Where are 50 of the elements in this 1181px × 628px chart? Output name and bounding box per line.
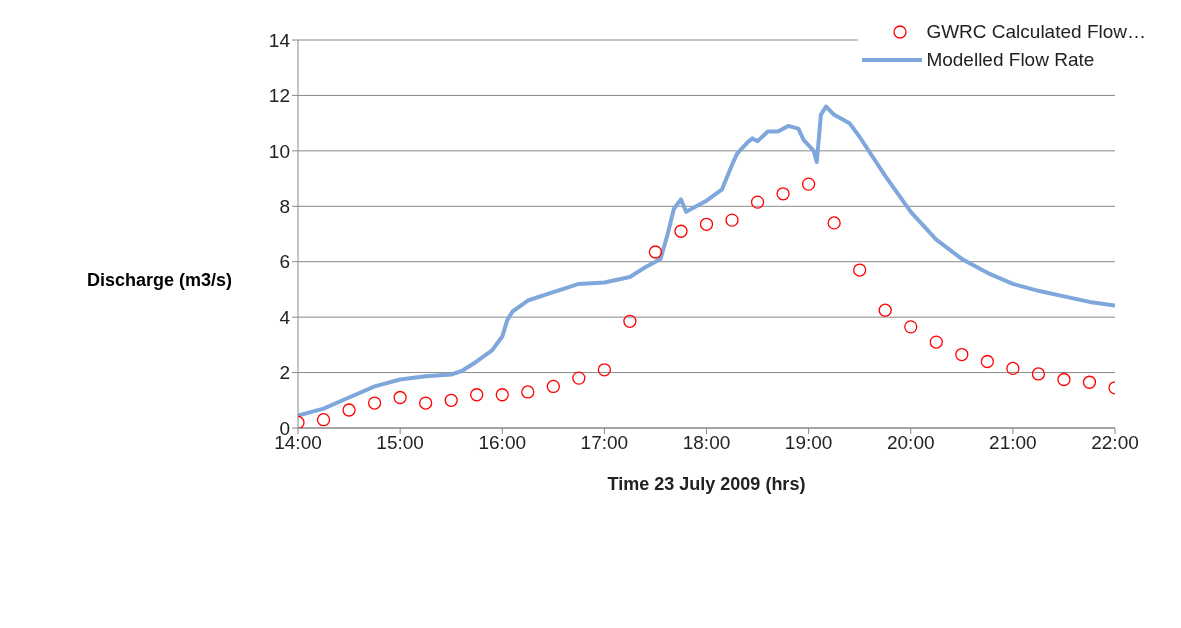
point bbox=[1031, 367, 1046, 381]
point bbox=[904, 320, 918, 334]
y-tick-label: 14 bbox=[268, 29, 291, 51]
point bbox=[674, 224, 688, 238]
point bbox=[393, 390, 407, 405]
x-tick-label: 16:00 bbox=[478, 432, 527, 454]
point bbox=[955, 347, 969, 362]
point bbox=[827, 216, 841, 230]
x-tick-label: 21:00 bbox=[989, 432, 1037, 454]
point bbox=[750, 195, 765, 209]
point bbox=[929, 335, 943, 349]
y-tick-label: 10 bbox=[268, 140, 290, 162]
point bbox=[470, 388, 484, 402]
point bbox=[1006, 361, 1020, 376]
point bbox=[980, 354, 994, 369]
y-tick-label: 12 bbox=[268, 85, 290, 107]
point bbox=[725, 213, 739, 227]
point bbox=[546, 379, 560, 394]
point bbox=[648, 245, 663, 259]
point bbox=[495, 388, 509, 402]
y-tick-label: 2 bbox=[279, 362, 290, 384]
point bbox=[342, 403, 356, 417]
point bbox=[444, 393, 458, 407]
point bbox=[801, 177, 816, 191]
y-tick-label: 8 bbox=[279, 196, 290, 218]
point bbox=[572, 371, 586, 385]
x-tick-label: 18:00 bbox=[682, 432, 731, 454]
point bbox=[316, 413, 331, 427]
point bbox=[597, 363, 612, 377]
point bbox=[419, 396, 433, 410]
legend-label: GWRC Calculated Flow… bbox=[926, 21, 1146, 43]
point bbox=[853, 263, 867, 277]
point bbox=[367, 396, 382, 410]
point bbox=[623, 314, 637, 328]
x-tick-label: 17:00 bbox=[580, 432, 629, 454]
point bbox=[521, 385, 535, 399]
y-tick-label: 4 bbox=[279, 306, 291, 328]
y-tick-label: 6 bbox=[279, 251, 290, 273]
x-tick-label: 20:00 bbox=[886, 432, 935, 454]
point bbox=[1057, 372, 1071, 387]
point bbox=[1082, 375, 1097, 389]
x-tick-label: 15:00 bbox=[376, 432, 424, 454]
point bbox=[699, 217, 714, 231]
point bbox=[776, 187, 790, 201]
y-axis-title: Discharge (m3/s) bbox=[85, 270, 233, 291]
legend-label: Modelled Flow Rate bbox=[926, 49, 1095, 71]
x-tick-label: 22:00 bbox=[1091, 432, 1139, 454]
x-axis-title: Time 23 July 2009 (hrs) bbox=[607, 474, 806, 494]
x-tick-label: 19:00 bbox=[784, 432, 833, 454]
point bbox=[878, 303, 892, 317]
